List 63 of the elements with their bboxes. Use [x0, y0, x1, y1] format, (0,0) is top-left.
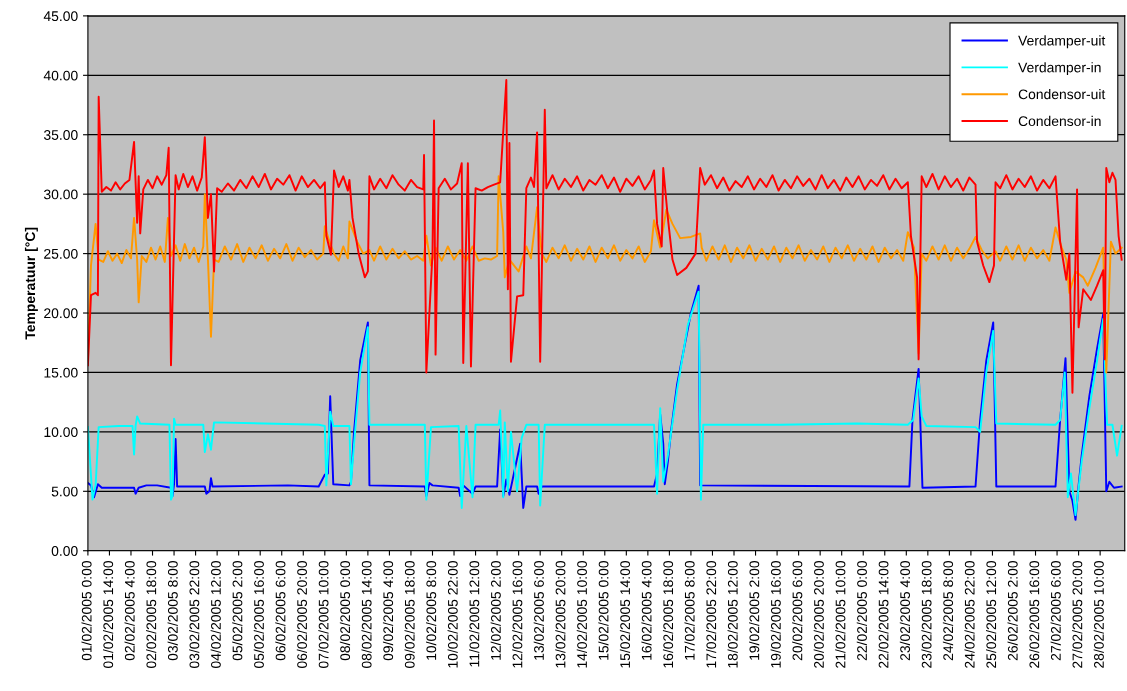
x-tick-label: 14/02/2005 10:00 [576, 560, 587, 668]
y-tick-label: 35.00 [43, 130, 78, 140]
x-tick-label: 08/02/2005 0:00 [339, 560, 351, 661]
x-tick-label: 20/02/2005 6:00 [792, 560, 803, 661]
x-tick-label: 15/02/2005 0:00 [598, 560, 609, 660]
x-tick-label: 06/02/2005 6:00 [275, 560, 286, 661]
x-tick-label: 02/02/2005 4:00 [124, 560, 135, 661]
x-tick-label: 23/02/2005 4:00 [899, 560, 911, 661]
y-tick-label: 20.00 [44, 308, 78, 319]
x-tick-label: 04/02/2005 12:00 [210, 560, 221, 669]
legend-label: Verdamper-uit [1018, 35, 1106, 49]
x-tick-label: 12/02/2005 2:00 [490, 560, 501, 660]
x-tick-label: 01/02/2005 14:00 [102, 560, 114, 669]
x-tick-label: 13/02/2005 20:00 [555, 560, 566, 668]
x-tick-label: 11/02/2005 12:00 [469, 560, 480, 667]
x-tick-label: 22/02/2005 0:00 [856, 560, 867, 661]
y-tick-label: 25.00 [44, 248, 78, 259]
y-tick-label: 30.00 [43, 189, 78, 200]
y-axis-title: Temperatuur [°C] [24, 227, 38, 340]
y-tick-label: 15.00 [44, 367, 78, 378]
x-tick-label: 24/02/2005 22:00 [964, 560, 975, 668]
legend-label: Verdamper-in [1018, 62, 1101, 76]
x-tick-label: 09/02/2005 4:00 [382, 560, 394, 661]
y-tick-label: 5.00 [51, 486, 78, 497]
x-tick-label: 26/02/2005 16:00 [1029, 560, 1040, 668]
x-tick-label: 03/02/2005 8:00 [167, 560, 178, 661]
x-tick-label: 05/02/2005 2:00 [232, 560, 243, 661]
x-tick-label: 20/02/2005 20:00 [813, 560, 824, 668]
x-tick-label: 06/02/2005 20:00 [296, 560, 307, 669]
x-tick-label: 17/02/2005 8:00 [684, 560, 695, 660]
x-tick-label: 19/02/2005 2:00 [749, 560, 760, 660]
x-tick-label: 18/02/2005 12:00 [727, 560, 738, 668]
y-tick-label: 10.00 [44, 427, 78, 438]
y-tick-label: 40.00 [43, 70, 78, 81]
y-tick-label: 45.00 [43, 11, 78, 22]
x-tick-label: 07/02/2005 10:00 [318, 560, 329, 669]
x-tick-label: 09/02/2005 18:00 [404, 560, 415, 669]
x-tick-label: 16/02/2005 18:00 [662, 560, 674, 668]
x-tick-label: 03/02/2005 22:00 [189, 560, 200, 669]
x-tick-label: 13/02/2005 6:00 [533, 560, 544, 660]
x-tick-label: 10/02/2005 22:00 [447, 560, 458, 668]
x-tick-label: 19/02/2005 16:00 [770, 560, 781, 668]
x-tick-label: 12/02/2005 16:00 [512, 560, 523, 668]
x-tick-label: 17/02/2005 22:00 [706, 560, 717, 668]
x-tick-label: 08/02/2005 14:00 [361, 560, 372, 669]
x-tick-label: 23/02/2005 18:00 [921, 560, 932, 668]
x-tick-label: 27/02/2005 6:00 [1050, 560, 1061, 661]
legend-label: Condensor-uit [1018, 89, 1106, 100]
x-tick-label: 05/02/2005 16:00 [253, 560, 264, 669]
x-tick-label: 16/02/2005 4:00 [641, 560, 652, 660]
x-tick-label: 27/02/2005 20:00 [1072, 560, 1083, 668]
x-tick-label: 01/02/2005 0:00 [81, 560, 92, 661]
x-tick-label: 26/02/2005 2:00 [1007, 560, 1018, 661]
x-tick-label: 10/02/2005 8:00 [426, 560, 437, 660]
x-tick-label: 02/02/2005 18:00 [146, 560, 157, 669]
x-tick-label: 22/02/2005 14:00 [878, 560, 889, 668]
y-tick-label: 0.00 [51, 546, 78, 556]
x-tick-label: 25/02/2005 12:00 [985, 560, 997, 668]
x-tick-label: 15/02/2005 14:00 [619, 560, 631, 668]
x-tick-label: 21/02/2005 10:00 [835, 560, 846, 668]
legend-label: Condensor-in [1018, 115, 1101, 127]
x-tick-label: 28/02/2005 10:00 [1093, 560, 1104, 668]
x-tick-label: 24/02/2005 8:00 [942, 560, 954, 661]
